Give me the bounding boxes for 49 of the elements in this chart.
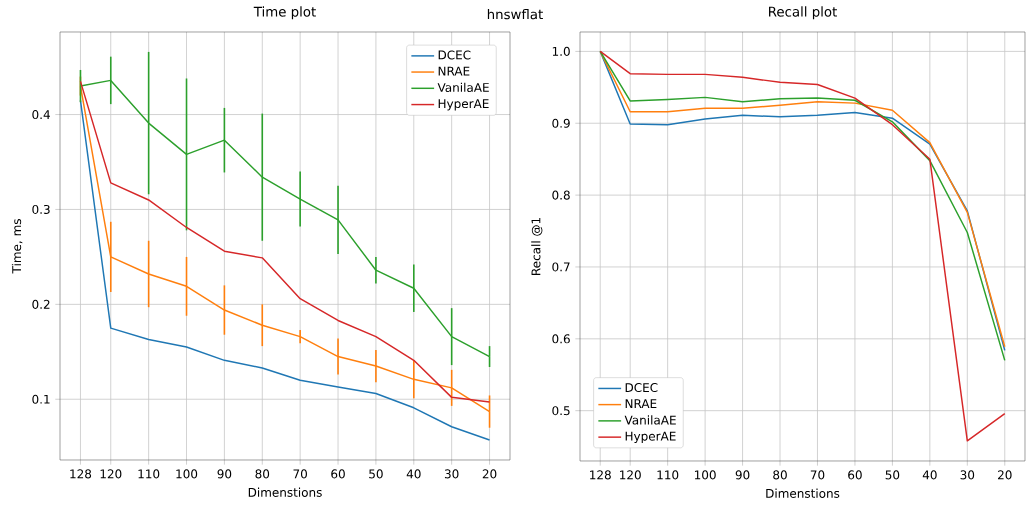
x-tick-label: 120 bbox=[100, 469, 122, 479]
y-tick-label: 0.2 bbox=[32, 299, 50, 309]
x-tick-label: 128 bbox=[70, 469, 92, 479]
x-tick-label: 120 bbox=[620, 470, 641, 480]
x-axis-title: Dimenstions bbox=[766, 488, 840, 498]
x-tick-label: 80 bbox=[773, 470, 787, 480]
y-tick-label: 0.1 bbox=[32, 394, 50, 404]
y-tick-label: 0.6 bbox=[552, 334, 570, 344]
x-tick-label: 90 bbox=[735, 470, 750, 480]
x-tick-label: 90 bbox=[217, 469, 232, 479]
x-tick-label: 30 bbox=[444, 469, 459, 479]
x-axis-title: Dimenstions bbox=[248, 487, 322, 497]
legend-label: DCEC bbox=[438, 50, 471, 60]
text: hnswflat bbox=[487, 8, 543, 20]
x-tick-label: 100 bbox=[176, 469, 198, 479]
x-tick-label: 50 bbox=[369, 469, 383, 479]
x-tick-label: 110 bbox=[657, 470, 679, 480]
y-tick-label: 0.5 bbox=[552, 406, 570, 416]
x-tick-label: 100 bbox=[694, 470, 716, 480]
chart-title: Time plot bbox=[253, 6, 316, 20]
y-tick-label: 0.3 bbox=[32, 204, 50, 214]
x-tick-label: 50 bbox=[885, 470, 900, 480]
y-tick-label: 0.9 bbox=[552, 118, 570, 128]
legend-label: VanilaAE bbox=[437, 82, 489, 93]
x-tick-label: 70 bbox=[293, 469, 307, 479]
y-tick-label: 0.7 bbox=[552, 262, 570, 272]
x-tick-label: 20 bbox=[482, 469, 497, 479]
y-tick-label: 0.8 bbox=[552, 190, 570, 200]
legend-label: NRAE bbox=[438, 66, 470, 76]
y-axis-title: Recall @1 bbox=[531, 217, 543, 275]
legend-label: HyperAE bbox=[625, 431, 676, 443]
x-tick-label: 128 bbox=[590, 470, 611, 480]
x-tick-label: 20 bbox=[998, 470, 1012, 480]
legend-label: NRAE bbox=[625, 399, 657, 408]
legend-label: VanilaAE bbox=[624, 415, 676, 425]
x-tick-label: 80 bbox=[255, 469, 270, 479]
legend-label: DCEC bbox=[625, 383, 658, 393]
legend-label: HyperAE bbox=[438, 99, 489, 111]
y-tick-label: 0.4 bbox=[32, 110, 50, 120]
x-tick-label: 40 bbox=[406, 469, 421, 479]
y-axis-title: Time, ms bbox=[11, 219, 23, 274]
x-tick-label: 60 bbox=[848, 470, 862, 480]
x-tick-label: 110 bbox=[138, 469, 160, 479]
y-tick-label: 1.0 bbox=[552, 46, 570, 56]
x-tick-label: 70 bbox=[810, 470, 825, 480]
x-tick-label: 30 bbox=[960, 470, 975, 480]
chart-title: Recall plot bbox=[769, 6, 837, 20]
x-tick-label: 60 bbox=[331, 469, 345, 479]
x-tick-label: 40 bbox=[922, 470, 937, 480]
